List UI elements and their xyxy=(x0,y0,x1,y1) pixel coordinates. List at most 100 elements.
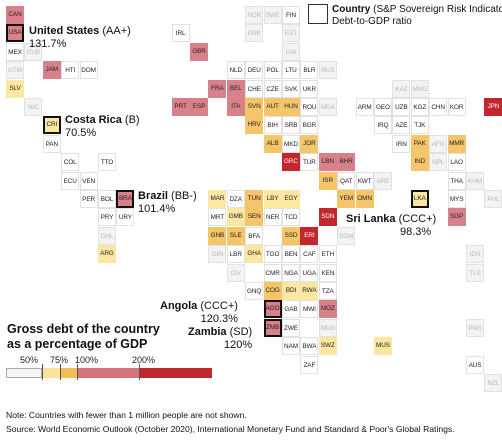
country-tile-are: ARE xyxy=(374,171,392,190)
country-tile-chn: CHN xyxy=(429,98,448,116)
country-tile-mrt: MRT xyxy=(208,208,227,227)
country-tile-tgo: TGO xyxy=(263,245,282,264)
country-tile-aus: AUS xyxy=(466,355,484,374)
scale-note-twice: Debt is at least twice GDP. xyxy=(147,379,205,399)
country-tile-tcd: TCD xyxy=(282,208,300,227)
country-tile-mus: MUS xyxy=(374,337,392,356)
country-tile-npl: NPL xyxy=(429,153,448,172)
country-tile-png: PNG xyxy=(466,318,484,337)
country-tile-lka: LKA xyxy=(410,190,429,208)
country-tile-lbr: LBR xyxy=(226,245,245,264)
country-tile-bfa: BFA xyxy=(245,226,264,245)
country-tile-cri: CRI xyxy=(42,116,61,135)
country-tile-hti: HTI xyxy=(61,61,80,80)
country-tile-kwt: KWT xyxy=(355,171,374,190)
country-tile-dnk: DNK xyxy=(245,24,264,43)
country-tile-ago: AGO xyxy=(263,300,282,319)
sovereign-rating-legend-swatch xyxy=(308,4,328,24)
country-tile-fra: FRA xyxy=(208,79,227,98)
country-tile-dza: DZA xyxy=(226,190,245,208)
country-tile-irl: IRL xyxy=(171,24,190,43)
country-tile-sgp: SGP xyxy=(447,208,466,227)
country-tile-ner: NER xyxy=(263,208,282,227)
country-tile-bhr: BHR xyxy=(337,153,356,172)
scale-label-100: 100% xyxy=(75,355,99,365)
country-tile-yem: YEM xyxy=(337,190,356,208)
country-tile-rwa: RWA xyxy=(300,282,319,300)
country-tile-civ: CIV xyxy=(226,263,245,282)
country-tile-ken: KEN xyxy=(318,263,337,282)
country-tile-jor: JOR xyxy=(300,134,319,153)
country-tile-gtm: GTM xyxy=(6,61,24,80)
scale-tick xyxy=(77,364,78,380)
country-tile-cmr: CMR xyxy=(263,263,282,282)
country-tile-kaz: KAZ xyxy=(392,79,411,98)
country-tile-uga: UGA xyxy=(300,263,319,282)
scale-bin-under-50 xyxy=(6,368,42,378)
country-tile-slv: SLV xyxy=(6,79,24,98)
country-tile-usa: USA xyxy=(6,24,24,43)
country-tile-hrv: HRV xyxy=(245,116,264,135)
legend-country-label: Country xyxy=(332,4,371,15)
country-tile-nga: NGA xyxy=(282,263,300,282)
country-tile-ita: ITA xyxy=(226,98,245,116)
country-tile-gbr: GBR xyxy=(190,42,208,61)
legend-rating-label: (S&P Sovereign Risk Indicator) xyxy=(373,4,502,15)
country-tile-pak: PAK xyxy=(410,134,429,153)
country-tile-tza: TZA xyxy=(318,282,337,300)
country-tile-irn: IRN xyxy=(392,134,411,153)
country-tile-isr: ISR xyxy=(318,171,337,190)
country-tile-srb: SRB xyxy=(282,116,300,135)
country-tile-prt: PRT xyxy=(171,98,190,116)
country-tile-per: PER xyxy=(79,190,98,208)
country-tile-sdn: SDN xyxy=(318,208,337,227)
scale-bin-100-200 xyxy=(77,368,139,378)
scale-note-greater: Debt is greater than GDP. xyxy=(80,379,136,399)
country-tile-idn: IDN xyxy=(466,245,484,264)
country-tile-tls: TLS xyxy=(466,263,484,282)
country-tile-zmb: ZMB xyxy=(263,318,282,337)
callout-united-states: United States (AA+) 131.7% xyxy=(29,25,131,50)
country-tile-mys: MYS xyxy=(447,190,466,208)
country-tile-blr: BLR xyxy=(300,61,319,80)
country-tile-mmr: MMR xyxy=(447,134,466,153)
country-tile-sen: SEN xyxy=(245,208,264,227)
country-tile-cub: CUB xyxy=(24,42,43,61)
country-tile-col: COL xyxy=(61,153,80,172)
country-tile-som: SOM xyxy=(337,226,356,245)
country-tile-rus: RUS xyxy=(318,61,337,80)
callout-sri-lanka: Sri Lanka (CCC+) 98.3% xyxy=(346,213,437,238)
country-tile-bdi: BDI xyxy=(282,282,300,300)
country-tile-bol: BOL xyxy=(98,190,116,208)
country-tile-jpn: JPN xyxy=(484,98,502,116)
legend-ratio-label: Debt-to-GDP ratio xyxy=(332,15,412,27)
country-tile-nzl: NZL xyxy=(484,374,502,392)
scale-label-50: 50% xyxy=(20,355,39,365)
country-tile-tun: TUN xyxy=(245,190,264,208)
country-tile-lao: LAO xyxy=(447,153,466,172)
country-tile-nld: NLD xyxy=(226,61,245,80)
country-tile-geo: GEO xyxy=(374,98,392,116)
country-tile-qat: QAT xyxy=(337,171,356,190)
country-tile-tha: THA xyxy=(447,171,466,190)
color-legend-title: Gross debt of the country as a percentag… xyxy=(7,322,160,351)
country-tile-eri: ERI xyxy=(300,226,319,245)
country-tile-pry: PRY xyxy=(98,208,116,227)
country-tile-ind: IND xyxy=(410,153,429,172)
country-tile-can: CAN xyxy=(6,6,24,24)
country-tile-tur: TUR xyxy=(300,153,319,172)
country-tile-swz: SWZ xyxy=(318,337,337,356)
country-tile-bwa: BWA xyxy=(300,337,319,356)
country-tile-ltu: LTU xyxy=(282,61,300,80)
country-tile-gnb: GNB xyxy=(208,226,227,245)
country-tile-kgz: KGZ xyxy=(410,98,429,116)
country-tile-caf: CAF xyxy=(300,245,319,264)
footnote: Note: Countries with fewer than 1 millio… xyxy=(6,410,247,420)
country-tile-jam: JAM xyxy=(42,61,61,80)
country-tile-gha: GHA xyxy=(245,245,264,264)
scale-tick xyxy=(60,364,61,380)
country-tile-bgr: BGR xyxy=(300,116,319,135)
country-tile-mwi: MWI xyxy=(300,300,319,319)
scale-label-75: 75% xyxy=(50,355,69,365)
country-tile-deu: DEU xyxy=(245,61,264,80)
